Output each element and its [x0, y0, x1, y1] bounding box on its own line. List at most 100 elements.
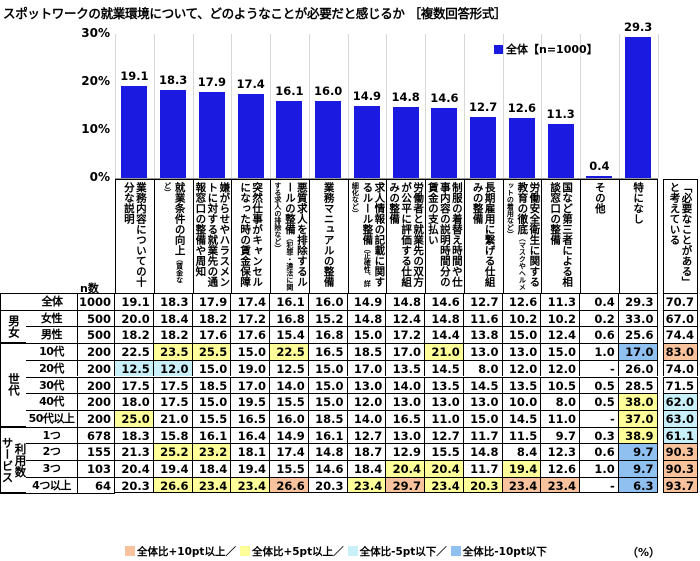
table-cell: 16.0 [270, 409, 309, 427]
table-cell: 17.2 [386, 326, 425, 344]
table-cell: 9.7 [541, 426, 580, 444]
table-cell: 18.4 [192, 460, 232, 477]
table-cell: 18.3 [115, 426, 154, 444]
row-n: 200 [78, 343, 115, 360]
table-cell: 17.5 [153, 393, 193, 410]
bar-value-label: 16.1 [275, 83, 304, 98]
column-header: 労働者と就業先の双方が公平に評価する仕組みの整備 [386, 179, 425, 293]
table-cell: 23.4 [347, 476, 387, 494]
table-cell: 12.0 [153, 359, 193, 377]
table-cell: 12.7 [347, 426, 387, 444]
table-cell: 18.2 [192, 309, 232, 327]
table-cell: 18.5 [192, 376, 232, 394]
table-cell: 15.5 [270, 393, 309, 410]
table-cell: 16.1 [270, 293, 309, 310]
bar [198, 92, 225, 178]
table-cell: 9.7 [618, 460, 658, 477]
table-cell: 19.4 [231, 460, 270, 477]
row-label: 30代 [26, 376, 78, 394]
table-cell: 1.0 [580, 460, 619, 477]
table-cell: 14.8 [308, 443, 348, 460]
table-cell: 0.2 [580, 309, 619, 327]
highlight-legend-item: 全体比-10pt以下 [450, 544, 547, 559]
table-cell: 19.0 [231, 359, 270, 377]
bar-plot: 0% 10% 20% 30% 19.1 18.3 17.9 17.4 16.1 16.0 14.9 1… [0, 0, 700, 184]
table-cell: 21.0 [425, 343, 464, 360]
table-cell: 20.3 [115, 476, 154, 494]
row-label: 女性 [26, 309, 78, 327]
table-cell: 26.6 [153, 476, 193, 494]
column-header: 求人情報の記載に関するルール整備（正確性、詳細化など） [347, 179, 387, 293]
table-cell: 20.3 [463, 476, 503, 494]
table-cell: 11.6 [463, 309, 503, 327]
column-header-label: 長期雇用に繋げる仕組みの整備 [471, 182, 496, 287]
table-cell: 14.9 [270, 426, 309, 444]
bar-value-label: 11.3 [546, 106, 575, 121]
table-cell: 10.0 [502, 393, 542, 410]
table-cell: 8.0 [463, 359, 503, 377]
table-cell: 71.5 [663, 376, 698, 394]
row-n: 200 [78, 376, 115, 394]
column-header: 労働安全衛生に関する教育の徹底（マスクやヘルメットの着用など） [502, 179, 542, 293]
bar-value-label: 14.9 [352, 89, 382, 104]
column-header: 業務内容についての十分な説明 [115, 179, 154, 293]
column-header-label: 悪質求人を排除するルールの整備（犯罪・違法に関する求人の排除など） [273, 182, 308, 291]
table-cell: 19.4 [502, 460, 542, 477]
table-cell: 12.3 [541, 443, 580, 460]
row-label: 全体 [0, 293, 78, 310]
table-cell: 62.0 [663, 393, 698, 410]
gridline [580, 34, 581, 178]
chart-title: スポットワークの就業環境について、どのようなことが必要だと感じるか ［複数回答形… [3, 6, 507, 21]
row-n: 500 [78, 326, 115, 344]
bar [237, 94, 264, 178]
table-cell: 14.6 [425, 293, 464, 310]
table-cell: 15.0 [308, 376, 348, 394]
column-header-label: 業務マニュアルの整備 [322, 182, 335, 287]
highlight-swatch [450, 546, 461, 556]
legend-label: 全体【n=1000】 [506, 43, 598, 56]
table-cell: 15.5 [270, 460, 309, 477]
table-cell: 18.0 [115, 393, 154, 410]
gridline [347, 34, 349, 178]
bar [315, 101, 342, 178]
table-cell: 13.0 [425, 393, 464, 410]
row-n: 200 [78, 409, 115, 427]
highlight-swatch [125, 546, 135, 556]
table-cell: 16.5 [231, 409, 270, 427]
bar-value-label: 17.4 [236, 77, 265, 92]
table-cell: 14.4 [425, 326, 464, 344]
column-header: 嫌がらせやハラスメントに対する就業先の通報窓口の整備や周知 [192, 179, 232, 293]
table-bottom [0, 493, 115, 495]
table-cell: 12.5 [270, 359, 309, 377]
table-cell: 20.4 [386, 460, 425, 477]
row-label: 10代 [26, 343, 78, 360]
table-cell: 13.0 [347, 376, 387, 394]
table-cell: 0.3 [580, 426, 619, 444]
table-cell: 38.0 [618, 393, 658, 410]
table-cell: 28.5 [618, 376, 658, 394]
column-header-label: 制服の着替え時間や仕事内容の説明時間分の賃金の支払い [426, 182, 463, 287]
bar [431, 107, 458, 178]
unit-note: （%） [627, 546, 661, 559]
bar-value-label: 0.4 [589, 159, 610, 174]
highlight-swatch [347, 546, 358, 556]
table-cell: 12.7 [463, 293, 503, 310]
column-header: 特になし [618, 179, 658, 293]
group-label: 世代 [7, 373, 21, 397]
table-cell: 74.4 [663, 326, 698, 344]
row-label: 4つ以上 [26, 476, 78, 494]
table-cell: 12.9 [386, 443, 425, 460]
table-cell: 15.0 [347, 326, 387, 344]
gridline [308, 34, 310, 178]
table-cell: 15.0 [502, 326, 542, 344]
table-cell: 16.4 [231, 426, 270, 444]
table-cell: 9.7 [618, 443, 658, 460]
table-cell: 13.0 [386, 393, 425, 410]
row-n: 103 [78, 460, 115, 477]
table-cell: 16.5 [386, 409, 425, 427]
table-cell: 20.0 [115, 309, 154, 327]
table-cell: 20.4 [115, 460, 154, 477]
table-cell: 13.0 [463, 343, 503, 360]
table-cell: 20.4 [425, 460, 464, 477]
bar [276, 100, 303, 178]
